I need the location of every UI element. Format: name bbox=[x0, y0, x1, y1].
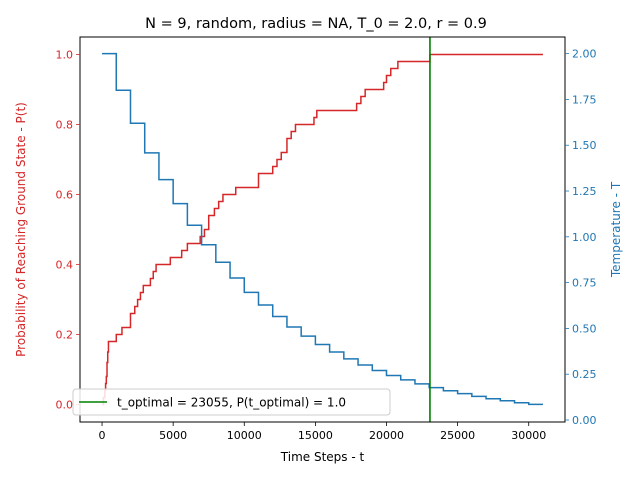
x-tick-label: 25000 bbox=[440, 429, 475, 442]
chart-title: N = 9, random, radius = NA, T_0 = 2.0, r… bbox=[145, 16, 487, 32]
y-axis-right: 0.00 0.25 0.50 0.75 1.00 1.25 1.50 1.75 2.00 bbox=[565, 48, 597, 427]
y-axis-label-left: Probability of Reaching Ground State - P… bbox=[14, 102, 28, 357]
x-tick-label: 30000 bbox=[511, 429, 546, 442]
x-tick-label: 10000 bbox=[227, 429, 262, 442]
y-left-tick-label: 0.0 bbox=[56, 399, 74, 412]
plot-frame bbox=[79, 36, 566, 423]
x-axis-label: Time Steps - t bbox=[280, 450, 365, 464]
y-right-tick-label: 1.75 bbox=[572, 93, 597, 106]
y-right-tick-label: 2.00 bbox=[572, 48, 597, 61]
y-axis-left: 0.0 0.2 0.4 0.6 0.8 1.0 bbox=[56, 49, 80, 412]
legend-box bbox=[72, 388, 391, 416]
x-tick-label: 5000 bbox=[159, 429, 187, 442]
y-axis-label-right: Temperature - T bbox=[609, 181, 623, 278]
y-right-tick-label: 0.75 bbox=[572, 277, 597, 290]
y-left-tick-label: 1.0 bbox=[56, 49, 74, 62]
x-axis: 0 5000 10000 15000 20000 25000 30000 bbox=[99, 422, 546, 442]
legend: t_optimal = 23055, P(t_optimal) = 1.0 bbox=[72, 388, 391, 416]
y-right-tick-label: 1.00 bbox=[572, 231, 597, 244]
temperature-series-line bbox=[102, 52, 543, 406]
plot-lines bbox=[102, 52, 543, 406]
y-right-tick-label: 1.25 bbox=[572, 185, 597, 198]
y-left-tick-label: 0.6 bbox=[56, 189, 74, 202]
x-tick-label: 20000 bbox=[369, 429, 404, 442]
y-left-tick-label: 0.4 bbox=[56, 259, 74, 272]
y-left-tick-label: 0.2 bbox=[56, 329, 74, 342]
y-right-tick-label: 0.50 bbox=[572, 322, 597, 335]
y-right-tick-label: 0.00 bbox=[572, 414, 597, 427]
probability-series-line bbox=[102, 53, 543, 406]
x-tick-label: 15000 bbox=[298, 429, 333, 442]
legend-label-optimal: t_optimal = 23055, P(t_optimal) = 1.0 bbox=[117, 396, 346, 410]
y-right-tick-label: 1.50 bbox=[572, 139, 597, 152]
x-tick-label: 0 bbox=[99, 429, 106, 442]
y-left-tick-label: 0.8 bbox=[56, 119, 74, 132]
y-right-tick-label: 0.25 bbox=[572, 368, 597, 381]
